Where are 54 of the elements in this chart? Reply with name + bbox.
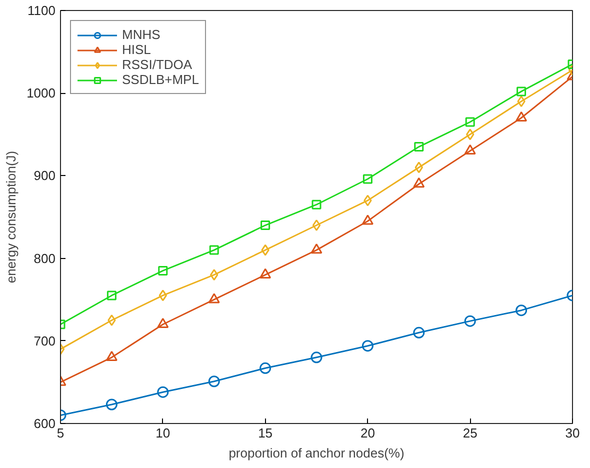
legend-label: RSSI/TDOA (122, 57, 192, 72)
point (516, 111, 528, 122)
point (157, 318, 169, 328)
point (260, 220, 270, 230)
point (466, 128, 474, 140)
point (209, 245, 219, 255)
point (464, 315, 476, 327)
legend-label: MNHS (122, 27, 160, 42)
point (310, 352, 322, 364)
x-tick-label: 25 (462, 426, 478, 440)
point (158, 266, 168, 276)
point (157, 386, 169, 398)
point (312, 200, 322, 210)
legend-label: HISL (122, 42, 151, 57)
point (210, 269, 218, 281)
point (106, 290, 116, 300)
point (108, 314, 116, 326)
point (414, 162, 423, 174)
point (413, 177, 425, 188)
point (362, 214, 374, 225)
y-tick-label: 900 (34, 168, 56, 184)
point (517, 96, 526, 108)
point (158, 290, 167, 302)
point (106, 398, 118, 410)
x-tick-label: 10 (156, 426, 170, 440)
x-tick-label: 15 (258, 426, 273, 440)
y-tick-label: 1000 (26, 86, 56, 101)
point (106, 350, 118, 362)
point (464, 144, 476, 155)
point (260, 362, 272, 374)
point (516, 304, 528, 316)
point (310, 244, 322, 254)
point (516, 86, 526, 96)
point (362, 174, 372, 184)
point (260, 268, 272, 278)
point (413, 326, 425, 338)
point (312, 220, 321, 232)
x-tick-label: 20 (360, 426, 375, 440)
point (261, 244, 270, 256)
y-axis-title: energy consumption(J) (4, 150, 19, 284)
point (465, 117, 475, 127)
x-tick-label: 30 (565, 426, 580, 440)
point (414, 142, 424, 152)
x-tick-label: 5 (56, 426, 64, 440)
y-tick-label: 1100 (28, 3, 56, 18)
y-tick-label: 600 (34, 416, 56, 431)
point (362, 340, 374, 352)
y-tick-label: 800 (34, 250, 56, 266)
x-axis-title: proportion of anchor nodes(%) (228, 446, 404, 460)
point (208, 293, 220, 304)
y-tick-label: 700 (34, 333, 56, 348)
legend-label: SSDLB+MPL (122, 72, 199, 87)
point (208, 376, 220, 388)
point (364, 194, 372, 206)
